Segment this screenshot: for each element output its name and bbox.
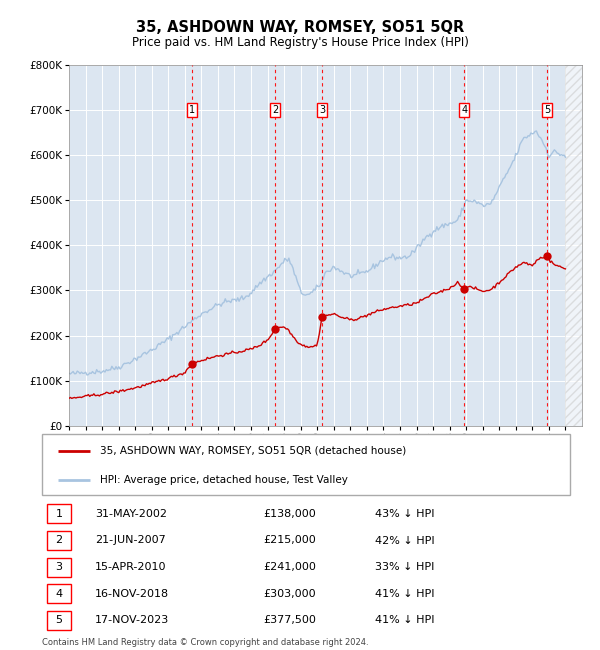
Text: HPI: Average price, detached house, Test Valley: HPI: Average price, detached house, Test… [100, 475, 348, 485]
Text: 2: 2 [56, 536, 63, 545]
FancyBboxPatch shape [47, 558, 71, 577]
Text: 3: 3 [319, 105, 325, 115]
Text: 35, ASHDOWN WAY, ROMSEY, SO51 5QR (detached house): 35, ASHDOWN WAY, ROMSEY, SO51 5QR (detac… [100, 446, 406, 456]
Text: £377,500: £377,500 [264, 616, 317, 625]
Text: 3: 3 [56, 562, 62, 572]
Text: 43% ↓ HPI: 43% ↓ HPI [374, 509, 434, 519]
Text: 5: 5 [544, 105, 550, 115]
Text: 4: 4 [56, 589, 63, 599]
Text: 35, ASHDOWN WAY, ROMSEY, SO51 5QR: 35, ASHDOWN WAY, ROMSEY, SO51 5QR [136, 20, 464, 35]
FancyBboxPatch shape [47, 504, 71, 523]
Text: 33% ↓ HPI: 33% ↓ HPI [374, 562, 434, 572]
FancyBboxPatch shape [47, 531, 71, 550]
Text: 16-NOV-2018: 16-NOV-2018 [95, 589, 169, 599]
Text: £241,000: £241,000 [264, 562, 317, 572]
Text: 5: 5 [56, 616, 62, 625]
Text: £215,000: £215,000 [264, 536, 317, 545]
Text: 41% ↓ HPI: 41% ↓ HPI [374, 589, 434, 599]
Text: Contains HM Land Registry data © Crown copyright and database right 2024.
This d: Contains HM Land Registry data © Crown c… [42, 638, 368, 650]
Text: 2: 2 [272, 105, 278, 115]
Text: 17-NOV-2023: 17-NOV-2023 [95, 616, 169, 625]
Text: Price paid vs. HM Land Registry's House Price Index (HPI): Price paid vs. HM Land Registry's House … [131, 36, 469, 49]
Text: 4: 4 [461, 105, 467, 115]
Bar [565, 65, 590, 426]
Text: £303,000: £303,000 [264, 589, 316, 599]
FancyBboxPatch shape [47, 611, 71, 630]
Text: 31-MAY-2002: 31-MAY-2002 [95, 509, 167, 519]
FancyBboxPatch shape [47, 584, 71, 603]
Text: 1: 1 [56, 509, 62, 519]
Text: 21-JUN-2007: 21-JUN-2007 [95, 536, 166, 545]
Text: 1: 1 [189, 105, 195, 115]
Text: £138,000: £138,000 [264, 509, 317, 519]
Text: 41% ↓ HPI: 41% ↓ HPI [374, 616, 434, 625]
Text: 42% ↓ HPI: 42% ↓ HPI [374, 536, 434, 545]
Text: 15-APR-2010: 15-APR-2010 [95, 562, 166, 572]
FancyBboxPatch shape [42, 434, 570, 495]
